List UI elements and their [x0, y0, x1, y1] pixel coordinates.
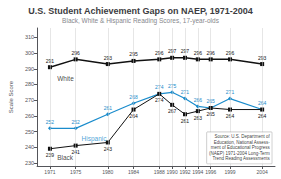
- svg-text:1996: 1996: [205, 169, 216, 175]
- svg-text:290: 290: [25, 66, 34, 72]
- svg-text:296: 296: [71, 50, 80, 56]
- svg-text:296: 296: [194, 50, 203, 56]
- svg-text:252: 252: [71, 119, 80, 125]
- svg-text:264: 264: [129, 113, 138, 119]
- svg-text:1980: 1980: [102, 169, 113, 175]
- svg-text:291: 291: [46, 58, 55, 64]
- svg-text:1994: 1994: [192, 169, 203, 175]
- svg-text:274: 274: [155, 84, 164, 91]
- svg-text:275: 275: [168, 83, 177, 89]
- svg-text:261: 261: [181, 118, 190, 124]
- svg-text:White: White: [57, 75, 74, 82]
- svg-text:U.S. Student Achievement Gaps: U.S. Student Achievement Gaps on NAEP, 1…: [28, 6, 253, 16]
- svg-text:241: 241: [71, 149, 80, 156]
- svg-text:293: 293: [104, 55, 113, 61]
- svg-text:297: 297: [168, 48, 177, 54]
- svg-text:264: 264: [226, 113, 235, 119]
- svg-text:264: 264: [258, 113, 267, 119]
- svg-text:1984: 1984: [128, 169, 139, 175]
- svg-text:Trend Reading Assessments: Trend Reading Assessments: [212, 156, 270, 161]
- svg-text:261: 261: [104, 105, 113, 111]
- svg-text:274: 274: [155, 97, 164, 104]
- svg-text:239: 239: [46, 152, 55, 158]
- svg-text:1990: 1990: [167, 169, 178, 175]
- svg-text:266: 266: [194, 97, 203, 103]
- svg-text:252: 252: [46, 119, 55, 125]
- svg-text:Hispanic: Hispanic: [82, 135, 108, 143]
- svg-text:295: 295: [129, 51, 138, 58]
- svg-text:310: 310: [25, 34, 34, 40]
- svg-text:1992: 1992: [179, 169, 190, 175]
- svg-text:1999: 1999: [224, 169, 235, 175]
- svg-text:ment of Educational Progress: ment of Educational Progress: [211, 145, 271, 150]
- svg-text:296: 296: [226, 50, 235, 56]
- svg-text:2004: 2004: [257, 169, 268, 175]
- svg-text:1975: 1975: [70, 169, 81, 175]
- svg-text:230: 230: [25, 160, 34, 166]
- svg-text:(NAEP) 1971-2004 Long-Term: (NAEP) 1971-2004 Long-Term: [209, 151, 270, 156]
- svg-text:260: 260: [25, 113, 34, 119]
- svg-text:Black, White & Hispanic Readin: Black, White & Hispanic Reading Scores, …: [62, 17, 220, 25]
- svg-text:300: 300: [25, 50, 34, 56]
- svg-text:Source: U.S. Department of: Source: U.S. Department of: [215, 134, 271, 139]
- svg-text:243: 243: [104, 146, 113, 152]
- svg-text:264: 264: [258, 100, 267, 106]
- svg-text:Scale Score: Scale Score: [8, 80, 14, 113]
- svg-text:1971: 1971: [44, 169, 55, 175]
- svg-text:296: 296: [155, 49, 164, 56]
- svg-text:Black: Black: [57, 154, 74, 161]
- svg-text:280: 280: [25, 81, 34, 87]
- svg-text:267: 267: [168, 108, 177, 114]
- svg-text:263: 263: [194, 115, 203, 121]
- svg-text:240: 240: [25, 144, 34, 150]
- svg-text:271: 271: [181, 89, 190, 95]
- svg-text:293: 293: [258, 55, 267, 61]
- svg-text:1988: 1988: [154, 169, 165, 175]
- svg-text:296: 296: [207, 50, 216, 56]
- svg-text:250: 250: [25, 129, 34, 135]
- svg-text:265: 265: [207, 98, 216, 104]
- svg-text:268: 268: [129, 93, 138, 100]
- svg-text:297: 297: [181, 48, 190, 54]
- svg-text:265: 265: [207, 111, 216, 117]
- svg-text:Education, National Assess-: Education, National Assess-: [214, 140, 271, 145]
- svg-text:270: 270: [25, 97, 34, 103]
- svg-text:271: 271: [226, 89, 235, 95]
